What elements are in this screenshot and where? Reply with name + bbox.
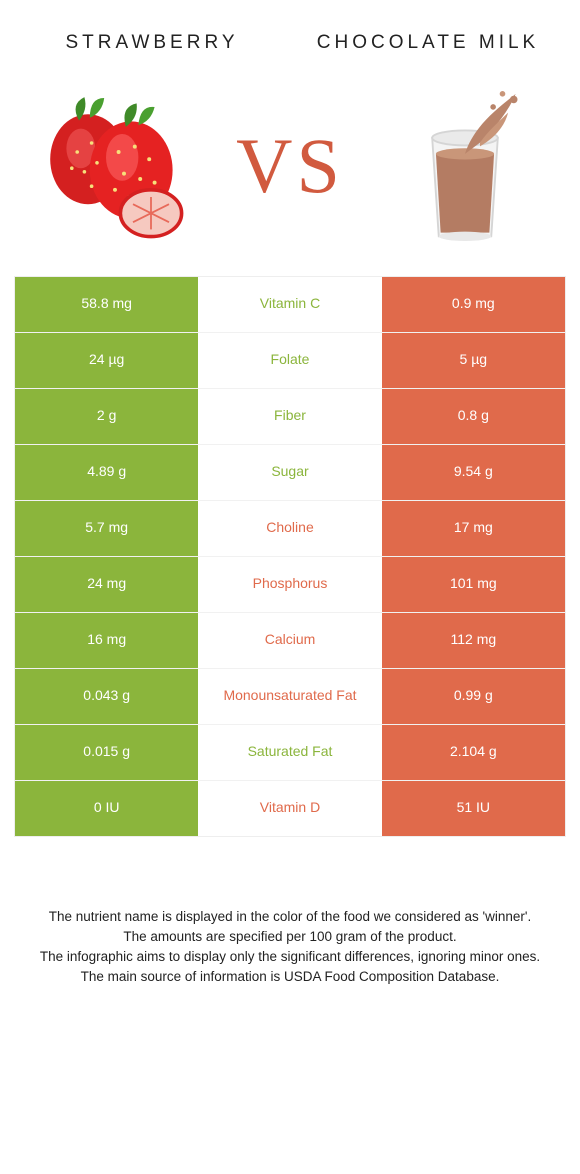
right-value: 2.104 g [382, 725, 565, 780]
left-value: 58.8 mg [15, 277, 198, 332]
nutrient-label: Monounsaturated Fat [198, 669, 381, 724]
table-row: 2 gFiber0.8 g [15, 389, 565, 445]
left-value: 24 mg [15, 557, 198, 612]
comparison-table: 58.8 mgVitamin C0.9 mg24 µgFolate5 µg2 g… [14, 276, 566, 837]
nutrient-label: Vitamin C [198, 277, 381, 332]
strawberry-image [20, 86, 210, 246]
left-value: 0 IU [15, 781, 198, 836]
right-value: 5 µg [382, 333, 565, 388]
table-row: 24 µgFolate5 µg [15, 333, 565, 389]
left-value: 0.043 g [15, 669, 198, 724]
infographic-container: STRAWBERRY CHOCOLATE MILK [0, 0, 580, 1012]
vs-label: VS [236, 127, 344, 205]
right-value: 101 mg [382, 557, 565, 612]
left-value: 0.015 g [15, 725, 198, 780]
chocolate-milk-image [370, 86, 560, 246]
right-food-title: CHOCOLATE MILK [290, 18, 566, 78]
nutrient-label: Fiber [198, 389, 381, 444]
right-value: 0.99 g [382, 669, 565, 724]
right-value: 0.9 mg [382, 277, 565, 332]
left-food-title: STRAWBERRY [14, 18, 290, 78]
nutrient-label: Folate [198, 333, 381, 388]
table-row: 4.89 gSugar9.54 g [15, 445, 565, 501]
left-value: 4.89 g [15, 445, 198, 500]
left-value: 16 mg [15, 613, 198, 668]
hero-images-row: VS [14, 86, 566, 246]
footnotes: The nutrient name is displayed in the co… [14, 907, 566, 988]
left-value: 2 g [15, 389, 198, 444]
right-value: 0.8 g [382, 389, 565, 444]
footnote-line: The infographic aims to display only the… [30, 947, 550, 967]
footnote-line: The nutrient name is displayed in the co… [30, 907, 550, 927]
left-value: 5.7 mg [15, 501, 198, 556]
right-value: 9.54 g [382, 445, 565, 500]
nutrient-label: Calcium [198, 613, 381, 668]
nutrient-label: Phosphorus [198, 557, 381, 612]
nutrient-label: Choline [198, 501, 381, 556]
table-row: 0 IUVitamin D51 IU [15, 781, 565, 836]
footnote-line: The main source of information is USDA F… [30, 967, 550, 987]
nutrient-label: Sugar [198, 445, 381, 500]
right-value: 112 mg [382, 613, 565, 668]
table-row: 0.043 gMonounsaturated Fat0.99 g [15, 669, 565, 725]
nutrient-label: Vitamin D [198, 781, 381, 836]
right-value: 17 mg [382, 501, 565, 556]
table-row: 58.8 mgVitamin C0.9 mg [15, 277, 565, 333]
table-row: 16 mgCalcium112 mg [15, 613, 565, 669]
right-value: 51 IU [382, 781, 565, 836]
left-value: 24 µg [15, 333, 198, 388]
table-row: 5.7 mgCholine17 mg [15, 501, 565, 557]
header-row: STRAWBERRY CHOCOLATE MILK [14, 18, 566, 78]
strawberry-icon [25, 88, 205, 243]
table-row: 0.015 gSaturated Fat2.104 g [15, 725, 565, 781]
footnote-line: The amounts are specified per 100 gram o… [30, 927, 550, 947]
nutrient-label: Saturated Fat [198, 725, 381, 780]
chocolate-milk-icon [390, 86, 540, 246]
table-row: 24 mgPhosphorus101 mg [15, 557, 565, 613]
